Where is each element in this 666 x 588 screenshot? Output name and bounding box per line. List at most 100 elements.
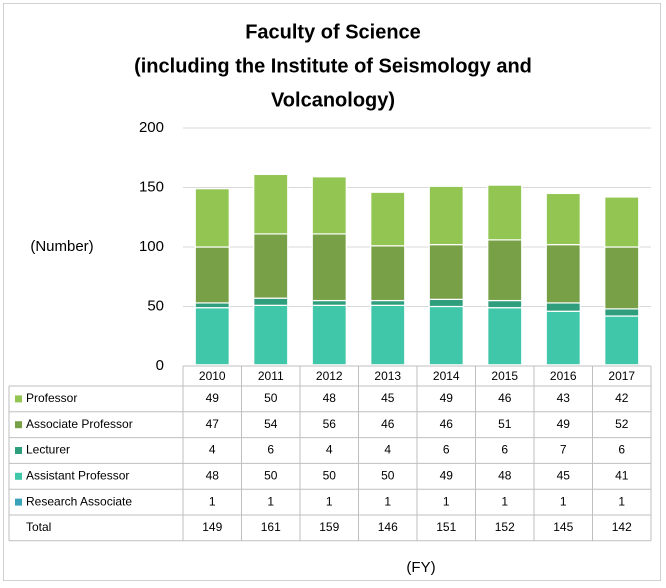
table-value: 43 bbox=[557, 391, 571, 405]
bar-segment bbox=[487, 307, 523, 366]
total-label: Total bbox=[26, 520, 51, 534]
bar-segment bbox=[604, 246, 640, 310]
y-tick-label: 0 bbox=[156, 357, 164, 374]
total-value: 151 bbox=[436, 520, 456, 534]
bar-segment bbox=[545, 302, 581, 312]
table-value: 1 bbox=[326, 494, 333, 508]
table-value: 45 bbox=[381, 391, 395, 405]
table-value: 6 bbox=[443, 443, 450, 457]
bar-segment bbox=[545, 244, 581, 304]
table-value: 50 bbox=[264, 391, 278, 405]
legend-swatch bbox=[15, 395, 22, 403]
table-value: 45 bbox=[557, 468, 571, 482]
table-value: 48 bbox=[206, 468, 220, 482]
table-value: 50 bbox=[323, 468, 337, 482]
bar-segment bbox=[311, 176, 347, 235]
table-value: 41 bbox=[615, 468, 629, 482]
table-value: 6 bbox=[267, 443, 274, 457]
bar-segment bbox=[428, 244, 464, 300]
bar-segment bbox=[487, 299, 523, 309]
legend-swatch bbox=[15, 447, 22, 454]
y-tick-label: 150 bbox=[139, 178, 164, 195]
y-axis-label: (Number) bbox=[30, 238, 93, 255]
bar-segment bbox=[311, 233, 347, 302]
bar-segment bbox=[428, 298, 464, 308]
bar-segment bbox=[545, 310, 581, 366]
table-value: 46 bbox=[498, 391, 512, 405]
legend-label: Assistant Professor bbox=[26, 468, 129, 482]
bar-segment bbox=[487, 184, 523, 241]
x-tick-label: 2011 bbox=[258, 369, 284, 383]
y-tick-label: 200 bbox=[139, 119, 164, 136]
bar-segment bbox=[370, 299, 406, 306]
bar-segment bbox=[253, 173, 289, 235]
bar-segment bbox=[370, 191, 406, 247]
table-value: 1 bbox=[618, 494, 625, 508]
chart-title: (including the Institute of Seismology a… bbox=[134, 55, 532, 77]
total-value: 142 bbox=[612, 520, 632, 534]
x-axis-label: (FY) bbox=[406, 559, 435, 576]
total-value: 152 bbox=[495, 520, 515, 534]
table-value: 50 bbox=[264, 468, 278, 482]
bar-segment bbox=[604, 196, 640, 248]
table-value: 7 bbox=[560, 443, 567, 457]
legend-swatch bbox=[15, 498, 22, 506]
bar-segment bbox=[545, 192, 581, 246]
table-value: 4 bbox=[326, 443, 333, 457]
bar-segment bbox=[194, 188, 230, 248]
bar-segment bbox=[311, 299, 347, 306]
bar-segment bbox=[253, 297, 289, 306]
table-value: 51 bbox=[498, 417, 512, 431]
x-tick-label: 2010 bbox=[199, 369, 226, 383]
total-value: 159 bbox=[319, 520, 339, 534]
bar-segment bbox=[428, 305, 464, 366]
table-value: 1 bbox=[560, 494, 567, 508]
table-value: 49 bbox=[440, 468, 454, 482]
x-tick-label: 2012 bbox=[316, 369, 343, 383]
x-tick-label: 2013 bbox=[374, 369, 401, 383]
legend-label: Research Associate bbox=[26, 494, 132, 508]
table-value: 1 bbox=[209, 494, 216, 508]
bar-segment bbox=[311, 304, 347, 366]
table-value: 47 bbox=[206, 417, 220, 431]
total-value: 161 bbox=[261, 520, 281, 534]
table-value: 1 bbox=[443, 494, 450, 508]
table-value: 6 bbox=[618, 443, 625, 457]
table-value: 1 bbox=[267, 494, 274, 508]
bar-segment bbox=[370, 245, 406, 302]
total-value: 145 bbox=[553, 520, 573, 534]
table-value: 6 bbox=[501, 443, 508, 457]
legend-label: Associate Professor bbox=[26, 417, 133, 431]
legend-label: Lecturer bbox=[26, 443, 70, 457]
x-tick-label: 2016 bbox=[550, 369, 577, 383]
bar-segment bbox=[604, 315, 640, 366]
legend-swatch bbox=[15, 472, 22, 480]
table-value: 42 bbox=[615, 391, 629, 405]
total-value: 149 bbox=[202, 520, 222, 534]
table-value: 4 bbox=[209, 443, 216, 457]
bar-segment bbox=[194, 307, 230, 366]
bar-segment bbox=[194, 246, 230, 304]
bar-segment bbox=[194, 302, 230, 309]
x-tick-label: 2015 bbox=[491, 369, 518, 383]
table-value: 50 bbox=[381, 468, 395, 482]
table-value: 49 bbox=[557, 417, 571, 431]
bar-segment bbox=[428, 185, 464, 246]
y-tick-label: 100 bbox=[139, 238, 164, 255]
x-tick-label: 2014 bbox=[433, 369, 460, 383]
table-value: 46 bbox=[381, 417, 395, 431]
bar-segment bbox=[253, 304, 289, 366]
table-value: 1 bbox=[501, 494, 508, 508]
bar-segment bbox=[253, 233, 289, 299]
legend-label: Professor bbox=[26, 391, 77, 405]
table-value: 46 bbox=[440, 417, 454, 431]
chart-title: Volcanology) bbox=[271, 89, 395, 111]
legend-swatch bbox=[15, 421, 22, 429]
y-tick-label: 50 bbox=[147, 297, 164, 314]
bar-segment bbox=[604, 308, 640, 317]
chart-title: Faculty of Science bbox=[245, 21, 421, 43]
table-value: 48 bbox=[498, 468, 512, 482]
total-value: 146 bbox=[378, 520, 398, 534]
table-value: 4 bbox=[384, 443, 391, 457]
